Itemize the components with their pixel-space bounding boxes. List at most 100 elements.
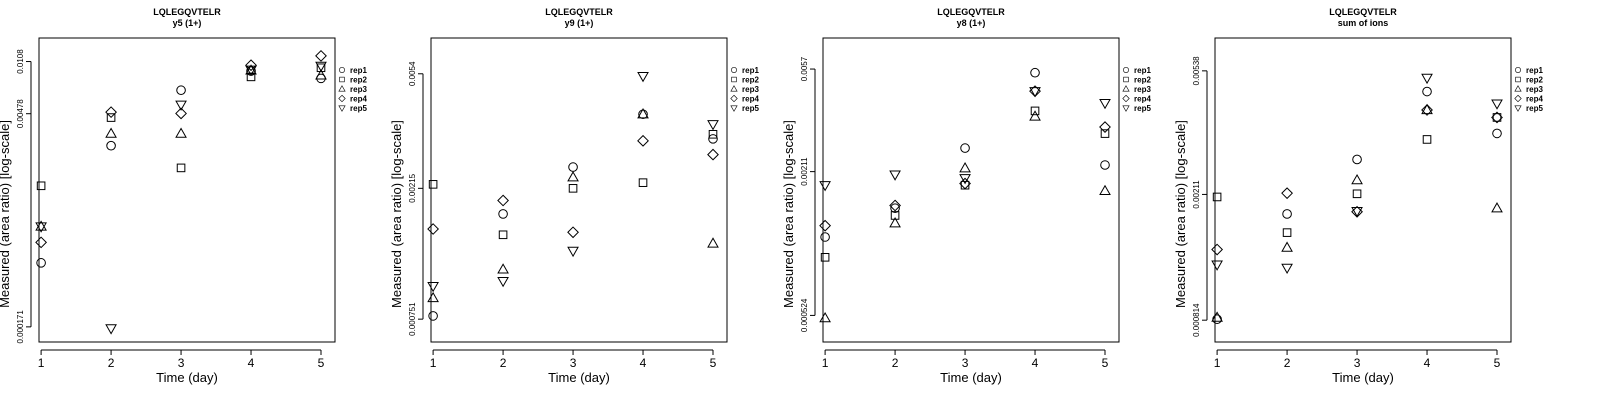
y-axis-label: Measured (area ratio) [log-scale] [781,120,796,308]
legend-symbol [339,76,345,83]
legend-marker [1123,67,1129,73]
data-point [315,49,327,62]
data-point [246,72,256,82]
x-tick-label: 3 [178,356,185,370]
data-point [35,222,47,233]
data-point [1211,243,1224,256]
plot-frame [430,37,728,343]
legend-label: rep4 [742,95,759,104]
y-tick-label: 0.0108 [16,49,25,74]
x-axis-label: Time (day) [1332,370,1394,385]
data-point [708,129,718,139]
data-point [36,258,46,268]
legend-symbol [1123,76,1129,83]
legend-symbol [1514,85,1522,92]
data-point [245,59,257,72]
y-axis-label: Measured (area ratio) [log-scale] [1173,120,1188,308]
panel-subtitle: y9 (1+) [565,18,594,28]
data-point [175,100,187,111]
legend-label: rep2 [1526,76,1543,85]
data-point [820,232,830,242]
data-point [568,184,578,193]
legend-marker [1122,105,1130,112]
data-point [105,127,117,138]
legend-symbol [339,67,345,73]
data-point [1281,263,1293,275]
panel-title: LQLEGQVTELR [153,7,221,17]
x-tick-label: 3 [570,356,577,370]
data-point [175,127,187,138]
data-point [428,180,438,189]
legend-label: rep1 [742,66,759,75]
data-point [497,263,509,274]
data-point [568,162,578,172]
legend-marker [730,85,738,92]
legend-label: rep3 [742,85,759,94]
data-point [498,230,508,240]
panel-title: LQLEGQVTELR [545,7,613,17]
data-point [1491,99,1503,110]
legend-marker [731,76,737,83]
x-tick-label: 4 [1032,356,1039,370]
data-point [105,106,117,119]
data-point [820,253,830,262]
data-point [176,85,186,96]
legend-symbol [731,67,737,73]
data-point [1211,260,1223,271]
data-point [890,203,900,214]
legend-label: rep2 [350,76,367,85]
data-point [1421,103,1433,115]
data-point [315,69,327,80]
x-tick-label: 1 [822,356,829,370]
legend-marker [730,105,738,112]
data-point [1422,86,1432,97]
y-tick-label: 0.00215 [408,173,417,202]
legend-symbol [338,94,346,103]
data-point [1211,311,1223,322]
data-point [889,170,901,181]
legend-marker [1514,94,1522,103]
legend-symbol [1514,105,1522,112]
data-point [1421,73,1433,85]
plot-frame [822,37,1120,343]
data-point [1212,192,1222,202]
legend-symbol [730,85,738,92]
legend-symbol [1515,67,1521,73]
legend-label: rep5 [1526,104,1543,113]
x-axis-label: Time (day) [548,370,610,385]
data-point [819,311,831,323]
panel-subtitle: sum of ions [1338,18,1389,28]
data-point [427,223,440,235]
legend-symbol [338,105,346,112]
data-point [1282,228,1292,237]
data-point [497,194,509,207]
x-tick-label: 3 [1354,356,1361,370]
data-point [1351,206,1363,218]
data-point [176,163,186,173]
x-tick-label: 5 [1102,356,1109,370]
y-tick-label: 0.00211 [1192,180,1201,209]
data-point [36,181,46,191]
panel-title: LQLEGQVTELR [937,7,1005,17]
data-point [1212,314,1222,325]
legend-label: rep4 [1134,95,1151,104]
data-point [106,140,116,151]
x-tick-label: 1 [430,356,437,370]
data-point [1491,111,1503,124]
x-tick-label: 5 [710,356,717,370]
x-tick-label: 4 [1424,356,1431,370]
data-point [638,178,648,187]
legend-symbol [1123,67,1129,73]
legend-marker [1122,85,1130,92]
x-tick-label: 2 [108,356,115,370]
data-point [637,108,649,119]
legend-marker [731,67,737,73]
data-point [1352,189,1362,199]
legend-symbol [1122,105,1130,112]
data-point [707,237,719,248]
legend-label: rep2 [1134,76,1151,85]
y-tick-label: 0.00538 [1192,56,1201,85]
